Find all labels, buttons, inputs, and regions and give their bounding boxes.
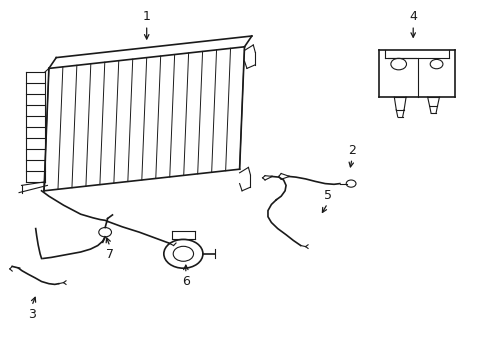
Text: 7: 7	[106, 248, 114, 261]
Text: 1: 1	[142, 10, 150, 23]
Text: 4: 4	[408, 10, 416, 23]
Text: 3: 3	[28, 308, 36, 321]
Text: 5: 5	[323, 189, 331, 202]
Text: 2: 2	[347, 144, 355, 157]
Text: 6: 6	[182, 275, 189, 288]
